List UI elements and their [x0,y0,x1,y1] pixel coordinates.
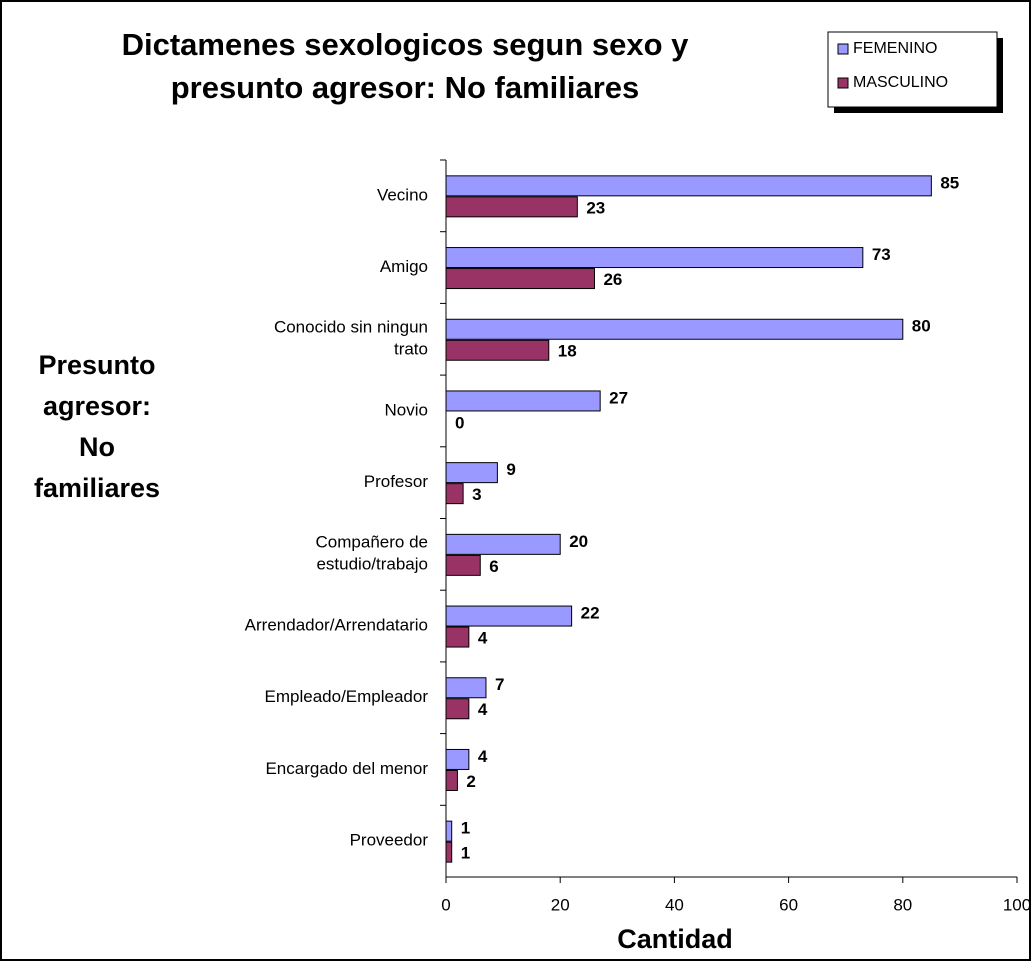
value-label: 2 [466,772,475,791]
bar [445,677,487,699]
value-label: 85 [940,173,959,192]
legend-label: FEMENINO [853,40,937,57]
y-tick-label: Vecino [377,185,428,204]
y-tick-label: Amigo [380,257,428,276]
legend-swatch [837,77,849,89]
bar [445,533,561,555]
value-label: 23 [586,198,605,217]
bar [445,318,904,340]
value-label: 1 [461,844,470,863]
y-tick-label: Profesor [364,472,429,491]
y-tick-label: Encargado del menor [265,759,428,778]
value-label: 22 [581,604,600,623]
y-axis-title: Presunto agresor: No familiares [34,350,160,503]
bar [445,462,498,484]
bar [445,196,578,218]
legend-swatch [837,43,849,55]
bar [445,748,470,770]
x-tick-label: 0 [441,895,450,914]
value-label: 3 [472,485,481,504]
value-label: 4 [478,700,488,719]
y-tick-label: Conocido sin ningun trato [274,318,428,359]
bar [445,339,550,361]
bar [445,554,481,576]
bar [445,175,932,197]
value-label: 4 [478,747,488,766]
value-label: 73 [872,245,891,264]
bar [445,820,453,842]
x-tick-label: 100 [1003,895,1031,914]
bar [445,247,864,269]
bar [445,698,470,720]
value-label: 9 [506,460,515,479]
value-label: 6 [489,557,498,576]
x-tick-label: 20 [551,895,570,914]
bar [445,268,595,290]
bar [445,483,464,505]
bar [445,390,601,412]
x-tick-label: 60 [779,895,798,914]
value-label: 1 [461,819,470,838]
legend-box [827,31,998,108]
bar [445,626,470,648]
value-label: 7 [495,675,504,694]
value-label: 80 [912,317,931,336]
x-tick-label: 40 [665,895,684,914]
bar [445,769,458,791]
y-tick-label: Arrendador/Arrendatario [245,616,428,635]
bar [445,605,573,627]
y-tick-label: Empleado/Empleador [265,687,429,706]
y-tick-label: Novio [385,400,428,419]
value-label: 20 [569,532,588,551]
value-label: 0 [455,413,464,432]
chart-title: Dictamenes sexologicos segun sexo y presu… [122,27,690,105]
bar [445,841,453,863]
value-label: 18 [558,342,577,361]
value-label: 26 [603,270,622,289]
x-axis-title: Cantidad [617,924,733,954]
x-tick-label: 80 [893,895,912,914]
value-label: 27 [609,388,628,407]
value-label: 4 [478,629,488,648]
legend-label: MASCULINO [853,74,948,91]
y-tick-label: Proveedor [350,831,429,850]
y-tick-label: Compañero de estudio/trabajo [316,533,428,574]
